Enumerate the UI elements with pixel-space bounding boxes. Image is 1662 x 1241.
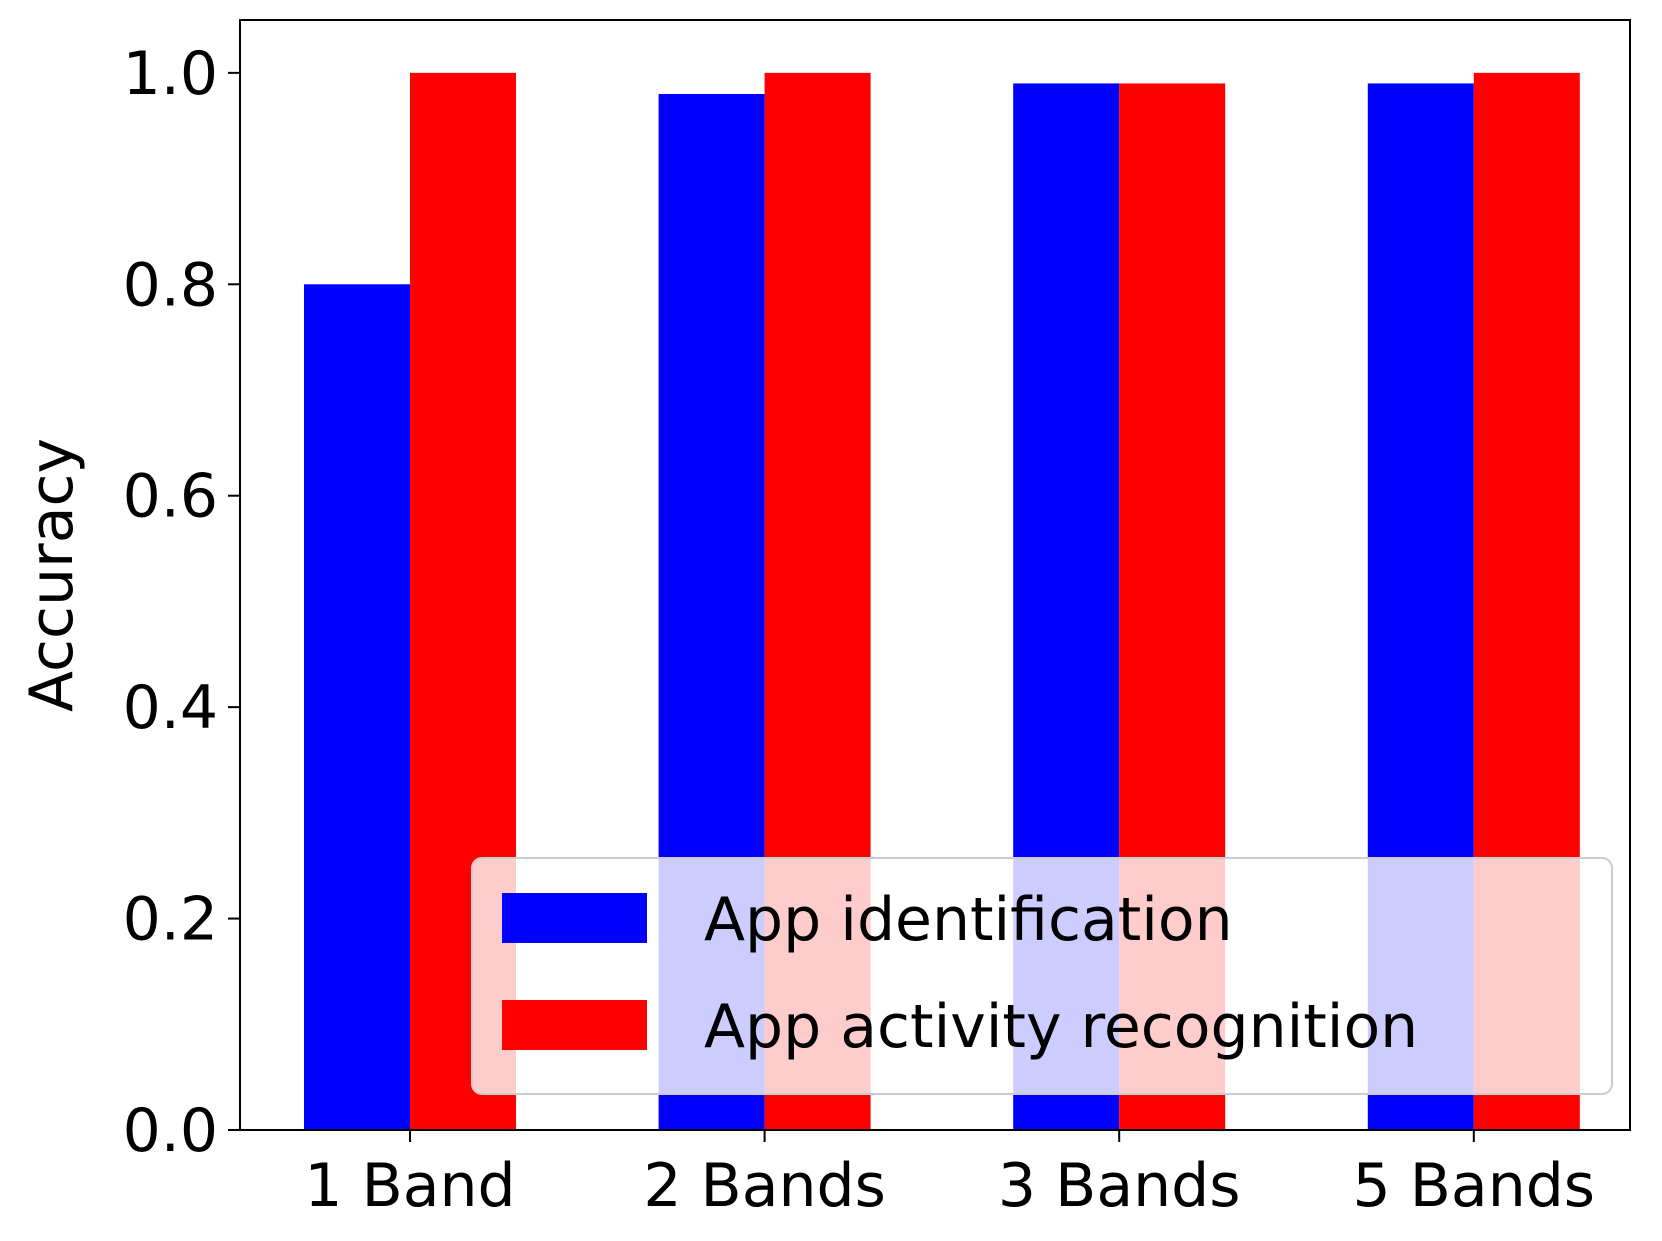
y-tick-label: 0.6 (123, 462, 218, 532)
legend-label-app-identification: App identification (704, 885, 1233, 955)
legend: App identification App activity recogniti… (471, 857, 1613, 1095)
x-tick-label: 1 Band (304, 1151, 515, 1221)
legend-box (471, 857, 1613, 1095)
y-axis: 0.0 0.2 0.4 0.6 0.8 1.0 (123, 39, 240, 1166)
y-tick-label: 0.4 (123, 673, 218, 743)
x-axis: 1 Band 2 Bands 3 Bands 5 Bands (304, 1130, 1595, 1221)
y-axis-label: Accuracy (17, 438, 87, 712)
legend-swatch-app-identification (502, 893, 647, 943)
y-tick-label: 0.8 (123, 250, 218, 320)
y-tick-label: 0.2 (123, 885, 218, 955)
x-tick-label: 5 Bands (1353, 1151, 1596, 1221)
legend-swatch-app-activity-recognition (502, 1000, 647, 1050)
y-tick-label: 0.0 (123, 1096, 218, 1166)
x-tick-label: 2 Bands (643, 1151, 886, 1221)
y-tick-label: 1.0 (123, 39, 218, 109)
bar-app-identification-1 (304, 284, 410, 1130)
x-tick-label: 3 Bands (998, 1151, 1241, 1221)
plot-frame (239, 19, 1631, 1131)
legend-label-app-activity-recognition: App activity recognition (704, 992, 1418, 1062)
